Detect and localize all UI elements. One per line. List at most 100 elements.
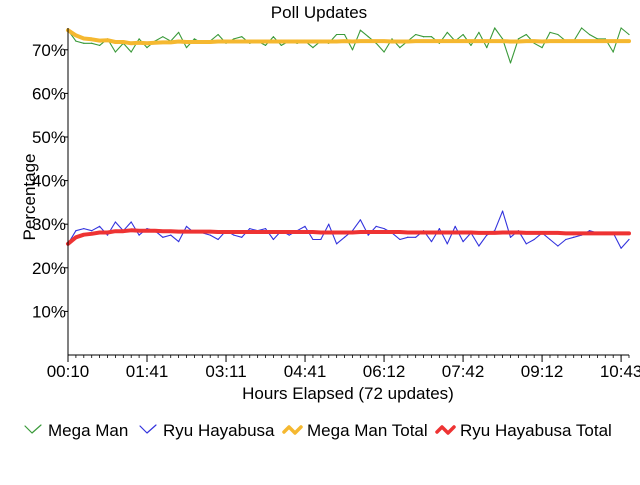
- legend-item-ryu-hayabusa: Ryu Hayabusa: [139, 421, 275, 440]
- data-point: [516, 230, 520, 235]
- data-point: [572, 231, 576, 235]
- data-point: [350, 39, 355, 44]
- data-point: [185, 47, 188, 49]
- data-point: [137, 41, 141, 45]
- data-point: [430, 241, 433, 243]
- legend-label: Mega Man: [48, 421, 128, 440]
- data-point: [170, 234, 172, 236]
- data-point: [533, 238, 535, 241]
- data-point: [628, 238, 630, 241]
- data-point: [532, 39, 536, 43]
- data-point: [612, 51, 614, 53]
- data-point: [272, 36, 275, 38]
- data-point: [588, 33, 591, 36]
- data-point: [556, 39, 560, 43]
- data-point: [216, 39, 220, 44]
- data-point: [524, 231, 528, 235]
- data-point: [233, 38, 235, 40]
- data-point: [169, 40, 173, 44]
- data-point: [192, 40, 197, 44]
- data-point: [548, 231, 552, 235]
- data-point: [595, 39, 599, 43]
- data-point: [619, 39, 623, 43]
- data-point: [579, 39, 584, 43]
- data-point: [437, 39, 441, 43]
- data-point: [414, 39, 418, 43]
- data-point: [146, 47, 148, 49]
- data-point: [462, 33, 464, 36]
- data-point: [130, 221, 132, 223]
- data-point: [469, 39, 473, 43]
- data-point: [588, 230, 591, 232]
- data-point: [248, 230, 252, 234]
- data-point: [470, 44, 472, 47]
- data-point: [145, 41, 149, 45]
- y-tick-label: 40%: [32, 172, 66, 191]
- data-point: [587, 231, 592, 235]
- y-tick-label: 20%: [32, 259, 66, 278]
- data-point: [390, 230, 394, 234]
- data-point: [200, 40, 204, 44]
- data-point: [399, 238, 401, 241]
- data-point: [279, 230, 283, 234]
- data-point: [121, 40, 125, 44]
- data-point: [351, 49, 354, 51]
- x-tick-label: 04:41: [284, 362, 327, 381]
- data-point: [335, 39, 339, 44]
- data-point: [540, 231, 544, 235]
- data-point: [161, 40, 165, 44]
- legend-swatch-icon: [282, 425, 303, 435]
- data-point: [478, 245, 480, 247]
- data-point: [319, 230, 323, 235]
- data-point: [430, 36, 433, 38]
- data-point: [509, 236, 512, 238]
- data-point: [162, 36, 164, 38]
- data-point: [271, 39, 276, 44]
- data-point: [342, 39, 347, 43]
- data-point: [83, 227, 85, 230]
- data-point: [336, 33, 338, 36]
- data-point: [233, 234, 235, 236]
- data-point: [516, 39, 520, 44]
- data-point: [272, 238, 275, 241]
- data-point: [105, 230, 110, 235]
- data-point: [192, 230, 197, 234]
- data-point: [264, 44, 267, 47]
- data-point: [208, 40, 212, 44]
- data-point: [486, 47, 488, 49]
- data-point: [153, 41, 157, 45]
- data-point: [83, 42, 85, 44]
- data-point: [311, 39, 315, 44]
- data-point: [462, 241, 464, 243]
- data-point: [241, 236, 243, 238]
- data-point: [406, 39, 410, 44]
- data-point: [248, 39, 252, 44]
- data-point: [469, 230, 473, 235]
- data-point: [249, 227, 251, 230]
- data-point: [556, 231, 560, 235]
- chart-title: Poll Updates: [271, 3, 367, 22]
- data-point: [359, 219, 361, 221]
- data-point: [287, 230, 291, 234]
- data-point: [627, 39, 631, 43]
- legend-swatch-icon: [24, 424, 42, 434]
- data-point: [224, 39, 228, 44]
- data-point: [320, 238, 322, 241]
- data-point: [138, 38, 140, 40]
- data-point: [138, 234, 140, 236]
- data-point: [572, 39, 576, 43]
- data-point: [327, 39, 331, 44]
- data-point: [336, 243, 338, 245]
- data-point: [564, 39, 568, 43]
- data-point: [178, 241, 180, 243]
- data-point: [367, 234, 369, 236]
- data-point: [509, 62, 512, 64]
- data-point: [90, 232, 94, 236]
- data-point: [208, 230, 212, 234]
- x-tick-label: 03:11: [205, 362, 246, 381]
- data-point: [358, 230, 362, 234]
- data-point: [185, 225, 188, 227]
- data-point: [121, 229, 125, 233]
- data-point: [429, 39, 434, 43]
